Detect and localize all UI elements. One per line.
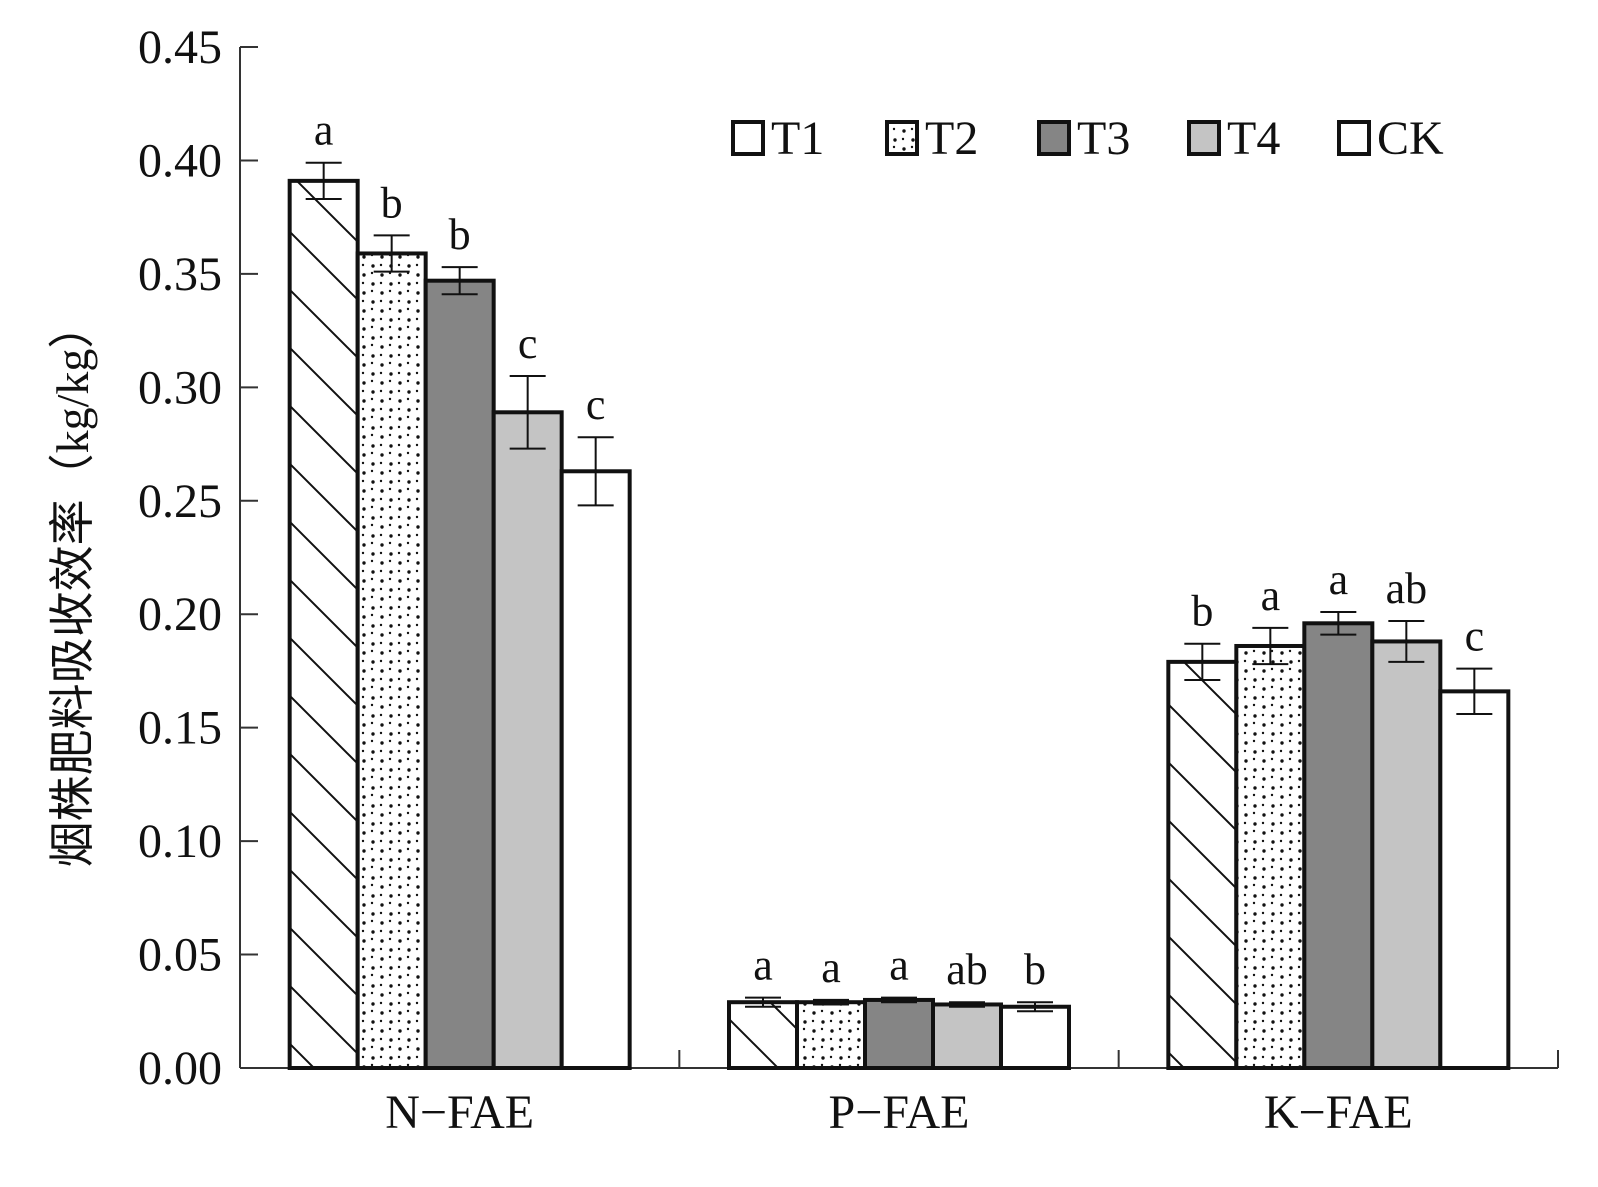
bar-t4 [491, 410, 564, 1070]
bar-t2 [795, 1000, 867, 1070]
legend-label-t2: T2 [925, 112, 978, 165]
legend-swatch-ck [1337, 120, 1371, 156]
significance-label: c [586, 380, 606, 429]
significance-label: a [753, 941, 773, 990]
y-tick-label: 0.35 [138, 248, 222, 301]
x-category-label: P−FAE [829, 1086, 970, 1139]
y-tick-label: 0.30 [138, 361, 222, 414]
bar-t4 [1370, 639, 1443, 1071]
bar-ck [559, 469, 632, 1070]
y-tick-label: 0.25 [138, 475, 222, 528]
significance-label: a [314, 106, 334, 155]
bar-t1 [1166, 659, 1239, 1070]
y-tick-label: 0.05 [138, 929, 222, 982]
significance-label: a [821, 943, 841, 992]
legend-swatch-t4 [1187, 120, 1221, 156]
legend-label-t4: T4 [1227, 112, 1280, 165]
bar-t2 [1234, 643, 1307, 1071]
bar-ck [1438, 689, 1511, 1070]
bar-t2 [355, 251, 428, 1071]
significance-label: b [1024, 945, 1046, 994]
significance-label: b [381, 178, 403, 227]
legend-swatch-t2 [885, 120, 919, 156]
y-tick-label: 0.15 [138, 702, 222, 755]
significance-label: a [889, 941, 909, 990]
bar-t1 [287, 178, 360, 1070]
bar-t4 [931, 1002, 1003, 1071]
significance-label: ab [1386, 564, 1428, 613]
legend-swatch-t1 [731, 120, 765, 156]
y-tick-label: 0.10 [138, 815, 222, 868]
significance-label: ab [946, 945, 988, 994]
y-tick-label: 0.00 [138, 1042, 222, 1095]
x-category-label: K−FAE [1264, 1086, 1413, 1139]
significance-label: c [1465, 612, 1485, 661]
legend-label-t1: T1 [771, 112, 824, 165]
legend-swatch-t3 [1037, 120, 1071, 156]
bar-t3 [423, 278, 496, 1070]
bar-ck [999, 1004, 1071, 1070]
significance-label: a [1329, 555, 1349, 604]
y-axis-title: 烟株肥料吸收效率（kg/kg） [47, 303, 98, 868]
y-tick-label: 0.20 [138, 588, 222, 641]
bar-t1 [727, 1000, 799, 1070]
significance-label: a [1261, 571, 1281, 620]
significance-label: b [1191, 587, 1213, 636]
y-tick-label: 0.40 [138, 134, 222, 187]
significance-label: c [518, 319, 538, 368]
significance-label: b [449, 210, 471, 259]
x-category-label: N−FAE [385, 1086, 534, 1139]
bar-t3 [1302, 621, 1375, 1070]
legend-label-ck: CK [1377, 112, 1444, 165]
bar-t3 [863, 997, 935, 1071]
y-tick-label: 0.45 [138, 21, 222, 74]
legend-label-t3: T3 [1077, 112, 1130, 165]
